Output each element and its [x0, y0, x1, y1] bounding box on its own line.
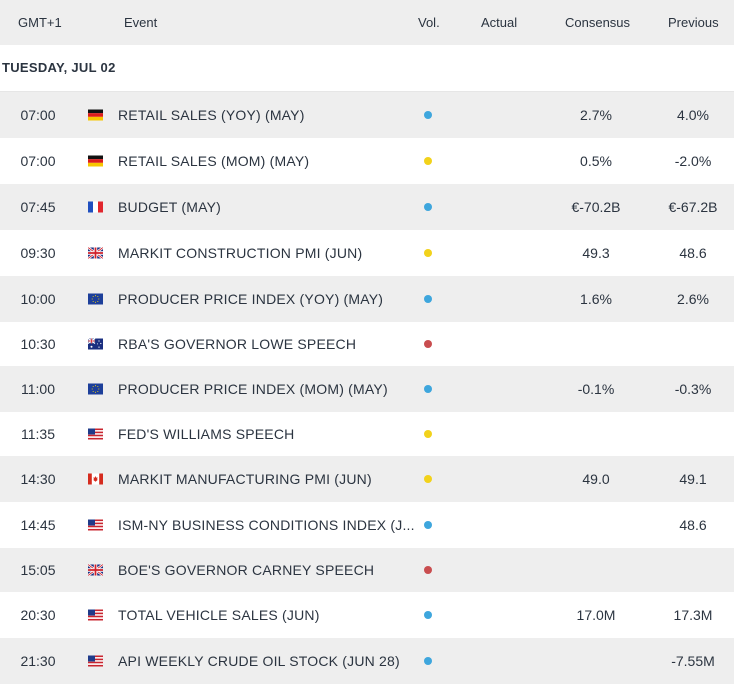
event-row[interactable]: 07:45 BUDGET (MAY) €-70.2B €-67.2B — [0, 184, 734, 230]
consensus-value: 49.3 — [582, 245, 610, 261]
us-flag — [88, 655, 103, 667]
eu-flag — [88, 293, 103, 305]
volatility-medium-dot — [424, 157, 432, 165]
volatility-medium-dot — [424, 249, 432, 257]
event-row[interactable]: 14:30 MARKIT MANUFACTURING PMI (JUN) 49.0 4… — [0, 456, 734, 502]
event-name[interactable]: MARKIT CONSTRUCTION PMI (JUN) — [118, 245, 363, 261]
consensus-value: 49.0 — [582, 471, 610, 487]
consensus-value: 2.7% — [580, 107, 612, 123]
consensus-value: 0.5% — [580, 153, 612, 169]
table-header: GMT+1 Event Vol. Actual Consensus Previo… — [0, 0, 734, 45]
volatility-low-dot — [424, 611, 432, 619]
header-timezone[interactable]: GMT+1 — [18, 15, 62, 30]
event-time: 11:00 — [21, 381, 55, 397]
volatility-low-dot — [424, 295, 432, 303]
volatility-medium-dot — [424, 475, 432, 483]
volatility-high-dot — [424, 340, 432, 348]
consensus-value: €-70.2B — [571, 199, 621, 215]
us-flag — [88, 609, 103, 621]
event-name[interactable]: API WEEKLY CRUDE OIL STOCK (JUN 28) — [118, 653, 400, 669]
event-name[interactable]: BOE'S GOVERNOR CARNEY SPEECH — [118, 562, 375, 578]
event-time: 10:30 — [20, 336, 56, 352]
germany-flag — [88, 109, 103, 121]
event-name[interactable]: FED'S WILLIAMS SPEECH — [118, 426, 295, 442]
consensus-value: 17.0M — [576, 607, 616, 623]
header-consensus: Consensus — [565, 15, 631, 30]
event-name[interactable]: RETAIL SALES (YOY) (MAY) — [118, 107, 305, 123]
us-flag — [88, 428, 103, 440]
event-name[interactable]: MARKIT MANUFACTURING PMI (JUN) — [118, 471, 372, 487]
us-flag — [88, 519, 103, 531]
previous-value: 4.0% — [677, 107, 709, 123]
event-name[interactable]: RETAIL SALES (MOM) (MAY) — [118, 153, 310, 169]
previous-value: 48.6 — [679, 245, 707, 261]
france-flag — [88, 201, 103, 213]
volatility-high-dot — [424, 566, 432, 574]
event-time: 11:35 — [21, 426, 55, 442]
event-row[interactable]: 11:35 FED'S WILLIAMS SPEECH — [0, 412, 734, 456]
event-row[interactable]: 10:00 PRODUCER PRICE INDEX (YOY) (MAY) 1.6… — [0, 276, 734, 322]
event-row[interactable]: 14:45 ISM-NY BUSINESS CONDITIONS INDEX (J… — [0, 502, 734, 548]
event-time: 21:30 — [20, 653, 56, 669]
event-time: 07:45 — [20, 199, 56, 215]
header-event: Event — [124, 15, 158, 30]
event-time: 14:45 — [20, 517, 56, 533]
day-header: TUESDAY, JUL 02 — [0, 45, 734, 92]
event-time: 20:30 — [20, 607, 56, 623]
header-actual: Actual — [481, 15, 518, 30]
event-row[interactable]: 10:30 RBA'S GOVERNOR LOWE SPEECH — [0, 322, 734, 366]
uk-flag — [88, 564, 103, 576]
day-label: TUESDAY, JUL 02 — [2, 60, 116, 75]
event-time: 07:00 — [20, 107, 56, 123]
event-row[interactable]: 09:30 MARKIT CONSTRUCTION PMI (JUN) 49.3 48… — [0, 230, 734, 276]
previous-value: -2.0% — [674, 153, 712, 169]
event-list: 07:00 RETAIL SALES (YOY) (MAY) 2.7% 4.0% 07:… — [0, 92, 734, 684]
event-row[interactable]: 15:05 BOE'S GOVERNOR CARNEY SPEECH — [0, 548, 734, 592]
volatility-low-dot — [424, 521, 432, 529]
eu-flag — [88, 383, 103, 395]
event-row[interactable]: 21:30 API WEEKLY CRUDE OIL STOCK (JUN 28)… — [0, 638, 734, 684]
germany-flag — [88, 155, 103, 167]
volatility-medium-dot — [424, 430, 432, 438]
previous-value: 17.3M — [673, 607, 713, 623]
previous-value: 48.6 — [679, 517, 707, 533]
previous-value: -7.55M — [671, 653, 715, 669]
volatility-low-dot — [424, 111, 432, 119]
canada-flag — [88, 473, 103, 485]
event-time: 10:00 — [20, 291, 56, 307]
volatility-low-dot — [424, 203, 432, 211]
event-name[interactable]: ISM-NY BUSINESS CONDITIONS INDEX (J... — [118, 517, 415, 533]
previous-value: -0.3% — [674, 381, 712, 397]
event-time: 15:05 — [20, 562, 56, 578]
event-row[interactable]: 11:00 PRODUCER PRICE INDEX (MOM) (MAY) -0.… — [0, 366, 734, 412]
event-row[interactable]: 20:30 TOTAL VEHICLE SALES (JUN) 17.0M 17.3M — [0, 592, 734, 638]
event-name[interactable]: TOTAL VEHICLE SALES (JUN) — [118, 607, 320, 623]
event-row[interactable]: 07:00 RETAIL SALES (MOM) (MAY) 0.5% -2.0% — [0, 138, 734, 184]
previous-value: 49.1 — [679, 471, 707, 487]
volatility-low-dot — [424, 657, 432, 665]
event-time: 09:30 — [20, 245, 56, 261]
header-vol: Vol. — [418, 15, 440, 30]
uk-flag — [88, 247, 103, 259]
event-row[interactable]: 07:00 RETAIL SALES (YOY) (MAY) 2.7% 4.0% — [0, 92, 734, 138]
event-name[interactable]: PRODUCER PRICE INDEX (MOM) (MAY) — [118, 381, 388, 397]
event-name[interactable]: BUDGET (MAY) — [118, 199, 221, 215]
consensus-value: 1.6% — [580, 291, 612, 307]
event-time: 14:30 — [20, 471, 56, 487]
previous-value: €-67.2B — [668, 199, 718, 215]
volatility-low-dot — [424, 385, 432, 393]
australia-flag — [88, 338, 103, 350]
previous-value: 2.6% — [677, 291, 709, 307]
event-name[interactable]: PRODUCER PRICE INDEX (YOY) (MAY) — [118, 291, 384, 307]
consensus-value: -0.1% — [577, 381, 615, 397]
event-name[interactable]: RBA'S GOVERNOR LOWE SPEECH — [118, 336, 357, 352]
header-previous: Previous — [668, 15, 719, 30]
event-time: 07:00 — [20, 153, 56, 169]
